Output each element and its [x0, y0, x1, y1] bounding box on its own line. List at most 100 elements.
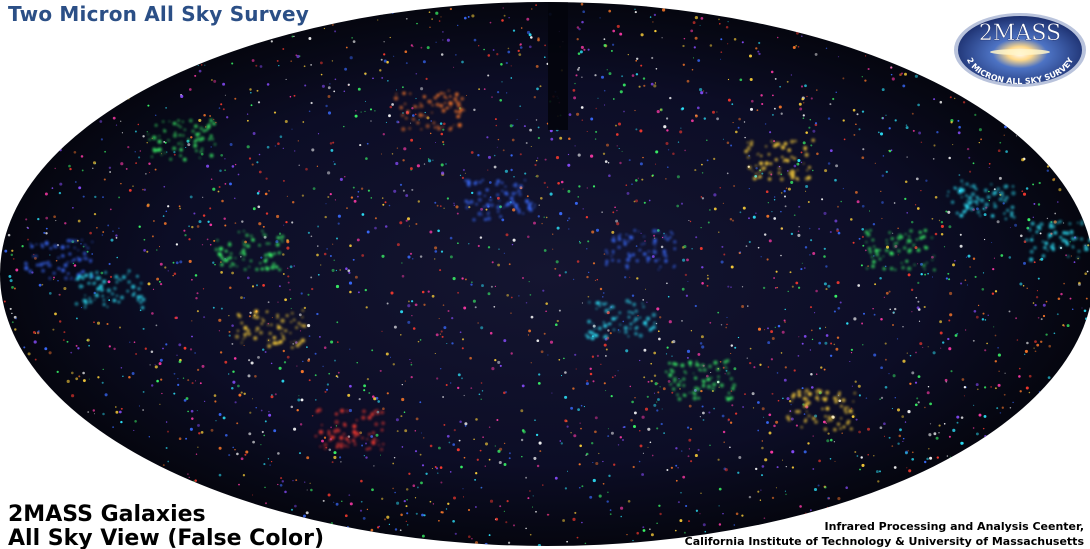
- galaxy-point: [977, 304, 980, 307]
- filament-point: [871, 264, 875, 269]
- galaxy-point: [481, 284, 484, 288]
- galaxy-point: [1004, 372, 1006, 374]
- filament-point: [361, 436, 364, 440]
- filament-point: [654, 246, 657, 249]
- galaxy-point: [570, 406, 574, 410]
- galaxy-point: [278, 285, 281, 288]
- galaxy-point: [579, 241, 582, 244]
- filament-point: [803, 147, 807, 151]
- galaxy-point: [200, 431, 204, 434]
- galaxy-point: [165, 107, 167, 109]
- galaxy-point: [1083, 309, 1087, 313]
- galaxy-point: [298, 164, 300, 166]
- galaxy-point: [671, 355, 673, 357]
- galaxy-point: [804, 246, 808, 249]
- galaxy-point: [1086, 270, 1089, 273]
- filament-point: [228, 241, 231, 244]
- filament-point: [923, 228, 928, 233]
- galaxy-point: [949, 96, 952, 99]
- galaxy-point: [966, 284, 969, 286]
- galaxy-point: [950, 370, 953, 373]
- galaxy-point: [268, 410, 270, 413]
- galaxy-point: [381, 497, 384, 500]
- filament-point: [624, 330, 628, 334]
- galaxy-point: [743, 121, 746, 123]
- galaxy-point: [382, 203, 385, 206]
- galaxy-point: [1015, 317, 1018, 320]
- galaxy-point: [415, 512, 418, 515]
- galaxy-point: [727, 78, 730, 81]
- filament-point: [199, 150, 203, 154]
- galaxy-point: [359, 431, 363, 435]
- galaxy-point: [639, 129, 643, 133]
- galaxy-point: [348, 281, 353, 285]
- galaxy-point: [374, 110, 376, 112]
- galaxy-point: [480, 398, 482, 400]
- filament-point: [706, 377, 711, 382]
- filament-point: [136, 295, 141, 299]
- filament-point: [53, 244, 58, 249]
- filament-point: [211, 137, 214, 141]
- galaxy-point: [652, 21, 654, 23]
- galaxy-point: [654, 82, 657, 84]
- galaxy-point: [706, 284, 709, 287]
- galaxy-point: [653, 374, 657, 377]
- filament-point: [61, 254, 65, 258]
- galaxy-point: [449, 7, 453, 11]
- filament-point: [962, 183, 964, 186]
- galaxy-point: [947, 210, 951, 214]
- galaxy-point: [729, 421, 733, 424]
- filament-point: [747, 155, 750, 159]
- filament-point: [351, 438, 355, 442]
- galaxy-point: [155, 324, 158, 327]
- galaxy-point: [508, 452, 511, 455]
- filament-point: [680, 364, 683, 367]
- galaxy-point: [662, 8, 666, 12]
- galaxy-point: [322, 499, 325, 502]
- logo-main-text: 2MASS: [979, 21, 1061, 46]
- galaxy-point: [57, 279, 59, 282]
- galaxy-point: [185, 437, 188, 440]
- galaxy-point: [857, 384, 861, 388]
- galaxy-point: [952, 263, 955, 267]
- galaxy-point: [191, 225, 194, 229]
- galaxy-point: [167, 270, 169, 272]
- filament-point: [299, 342, 301, 345]
- galaxy-point: [451, 316, 454, 320]
- galaxy-point: [609, 332, 612, 335]
- galaxy-point: [925, 179, 928, 182]
- galaxy-point: [896, 408, 901, 412]
- galaxy-point: [420, 87, 424, 91]
- filament-point: [443, 101, 447, 105]
- galaxy-point: [666, 166, 669, 169]
- galaxy-point: [474, 478, 477, 481]
- galaxy-point: [552, 233, 554, 235]
- filament-point: [651, 312, 657, 318]
- filament-point: [744, 149, 748, 154]
- filament-point: [248, 265, 251, 268]
- filament-point: [302, 324, 307, 328]
- filament-point: [276, 236, 281, 240]
- galaxy-point: [706, 159, 709, 162]
- galaxy-point: [241, 220, 244, 223]
- filament-point: [672, 361, 677, 366]
- galaxy-point: [823, 368, 826, 371]
- galaxy-point: [106, 322, 109, 326]
- filament-point: [901, 266, 905, 270]
- filament-point: [433, 126, 437, 129]
- galaxy-point: [737, 471, 740, 474]
- galaxy-point: [327, 86, 331, 90]
- galaxy-point: [149, 364, 151, 366]
- filament-point: [216, 239, 219, 242]
- galaxy-point: [512, 208, 516, 212]
- filament-point: [276, 313, 279, 317]
- filament-point: [477, 191, 482, 196]
- galaxy-point: [461, 60, 464, 64]
- galaxy-point: [881, 217, 883, 220]
- galaxy-point: [879, 277, 882, 280]
- galaxy-point: [477, 154, 480, 157]
- filament-point: [975, 200, 979, 204]
- galaxy-point: [539, 196, 543, 200]
- galaxy-point: [576, 260, 580, 263]
- galaxy-point: [960, 441, 964, 445]
